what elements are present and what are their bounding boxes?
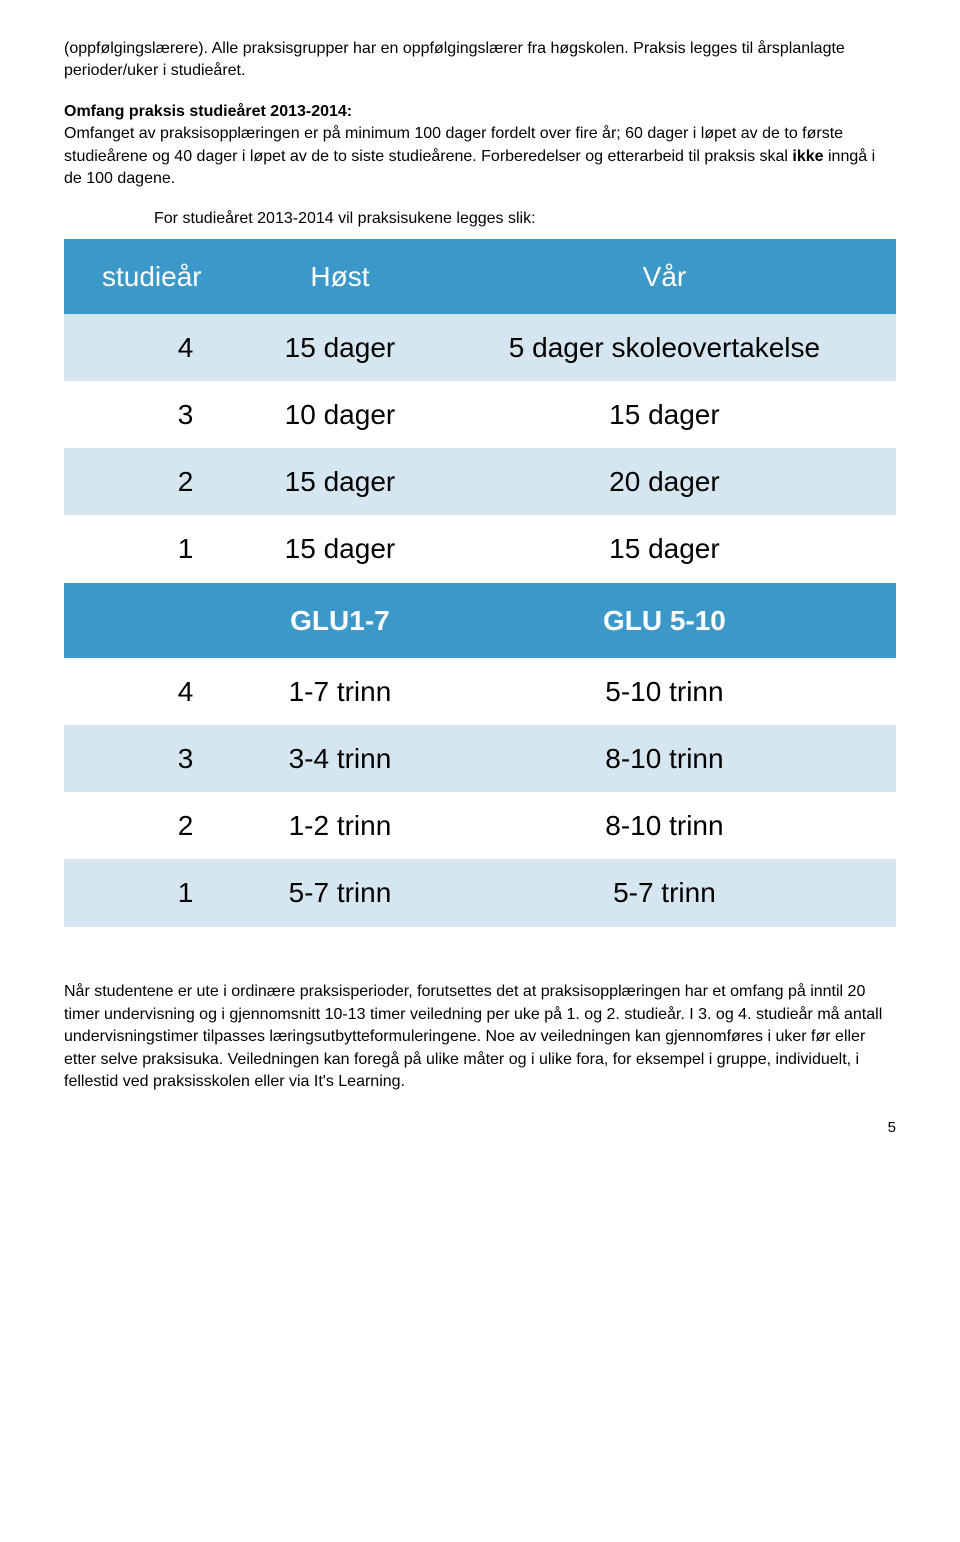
praksis-dager-table: studieår Høst Vår 4 15 dager 5 dager sko… xyxy=(64,239,896,927)
table-row: 3 10 dager 15 dager xyxy=(64,381,896,448)
col-glu510: GLU 5-10 xyxy=(433,583,896,658)
table-row: 4 1-7 trinn 5-10 trinn xyxy=(64,658,896,725)
cell-glu17: 1-2 trinn xyxy=(247,792,433,859)
cell-studieaar: 1 xyxy=(64,515,247,582)
cell-vaar: 5 dager skoleovertakelse xyxy=(433,314,896,381)
omfang-text-1: Omfanget av praksisopplæringen er på min… xyxy=(64,125,843,164)
cell-studieaar: 2 xyxy=(64,448,247,515)
closing-paragraph: Når studentene er ute i ordinære praksis… xyxy=(64,981,896,1093)
table-header-row-2: GLU1-7 GLU 5-10 xyxy=(64,583,896,658)
cell-studieaar: 1 xyxy=(64,859,247,926)
cell-glu510: 8-10 trinn xyxy=(433,792,896,859)
table-header-row: studieår Høst Vår xyxy=(64,239,896,314)
cell-glu510: 5-7 trinn xyxy=(433,859,896,926)
page-number: 5 xyxy=(64,1117,896,1138)
col-studieaar: studieår xyxy=(64,239,247,314)
cell-host: 15 dager xyxy=(247,515,433,582)
cell-vaar: 15 dager xyxy=(433,515,896,582)
cell-studieaar: 3 xyxy=(64,381,247,448)
col-glu17: GLU1-7 xyxy=(247,583,433,658)
cell-host: 10 dager xyxy=(247,381,433,448)
cell-studieaar: 2 xyxy=(64,792,247,859)
cell-vaar: 15 dager xyxy=(433,381,896,448)
table-intro: For studieåret 2013-2014 vil praksisuken… xyxy=(154,208,896,230)
table-row: 2 15 dager 20 dager xyxy=(64,448,896,515)
cell-host: 15 dager xyxy=(247,314,433,381)
table-row: 1 15 dager 15 dager xyxy=(64,515,896,582)
cell-studieaar: 4 xyxy=(64,658,247,725)
cell-vaar: 20 dager xyxy=(433,448,896,515)
cell-glu17: 3-4 trinn xyxy=(247,725,433,792)
cell-glu510: 8-10 trinn xyxy=(433,725,896,792)
col-empty xyxy=(64,583,247,658)
table-row: 4 15 dager 5 dager skoleovertakelse xyxy=(64,314,896,381)
cell-glu510: 5-10 trinn xyxy=(433,658,896,725)
cell-studieaar: 3 xyxy=(64,725,247,792)
cell-studieaar: 4 xyxy=(64,314,247,381)
omfang-bold: ikke xyxy=(792,148,823,165)
col-host: Høst xyxy=(247,239,433,314)
section-heading: Omfang praksis studieåret 2013-2014: xyxy=(64,103,352,120)
table-row: 2 1-2 trinn 8-10 trinn xyxy=(64,792,896,859)
cell-glu17: 1-7 trinn xyxy=(247,658,433,725)
intro-paragraph: (oppfølgingslærere). Alle praksisgrupper… xyxy=(64,38,896,83)
table-row: 3 3-4 trinn 8-10 trinn xyxy=(64,725,896,792)
cell-glu17: 5-7 trinn xyxy=(247,859,433,926)
cell-host: 15 dager xyxy=(247,448,433,515)
col-vaar: Vår xyxy=(433,239,896,314)
table-row: 1 5-7 trinn 5-7 trinn xyxy=(64,859,896,926)
omfang-section: Omfang praksis studieåret 2013-2014: Omf… xyxy=(64,101,896,191)
